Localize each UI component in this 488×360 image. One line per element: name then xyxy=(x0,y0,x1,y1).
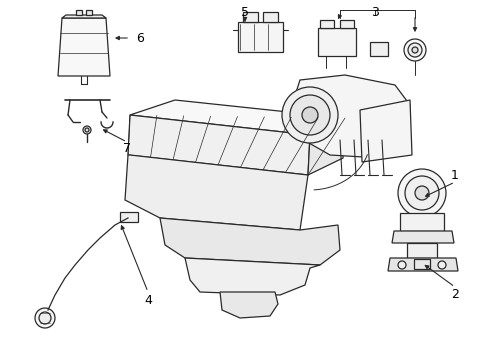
Bar xyxy=(86,10,92,15)
Bar xyxy=(238,22,283,52)
Circle shape xyxy=(302,107,317,123)
Bar xyxy=(319,20,333,28)
Circle shape xyxy=(397,261,405,269)
Bar xyxy=(339,20,353,28)
Text: 2: 2 xyxy=(450,288,458,302)
Polygon shape xyxy=(291,75,409,158)
Polygon shape xyxy=(387,258,457,271)
Bar xyxy=(369,42,387,56)
Bar xyxy=(243,12,258,22)
Polygon shape xyxy=(160,218,339,265)
Polygon shape xyxy=(359,100,411,162)
Circle shape xyxy=(289,95,329,135)
Polygon shape xyxy=(220,292,278,318)
Circle shape xyxy=(35,308,55,328)
Polygon shape xyxy=(130,100,345,135)
Polygon shape xyxy=(125,155,307,230)
Bar xyxy=(120,212,138,222)
Circle shape xyxy=(411,47,417,53)
Bar xyxy=(263,12,278,22)
Bar xyxy=(406,243,436,258)
Polygon shape xyxy=(58,18,110,76)
Text: 3: 3 xyxy=(370,5,378,18)
Bar xyxy=(399,213,443,231)
Circle shape xyxy=(437,261,445,269)
Bar xyxy=(317,28,355,56)
Bar xyxy=(413,259,429,269)
Circle shape xyxy=(85,128,89,132)
Circle shape xyxy=(39,312,51,324)
Circle shape xyxy=(397,169,445,217)
Text: 5: 5 xyxy=(241,5,248,18)
Polygon shape xyxy=(307,118,345,175)
Text: 7: 7 xyxy=(123,141,131,154)
Text: 6: 6 xyxy=(136,32,143,45)
Polygon shape xyxy=(62,15,106,18)
Circle shape xyxy=(404,176,438,210)
Circle shape xyxy=(403,39,425,61)
Circle shape xyxy=(414,186,428,200)
Circle shape xyxy=(83,126,91,134)
Circle shape xyxy=(282,87,337,143)
Polygon shape xyxy=(128,115,309,175)
Circle shape xyxy=(407,43,421,57)
Bar xyxy=(76,10,82,15)
Text: 4: 4 xyxy=(144,293,152,306)
Polygon shape xyxy=(184,258,319,295)
Text: 1: 1 xyxy=(450,168,458,181)
Polygon shape xyxy=(391,231,453,243)
